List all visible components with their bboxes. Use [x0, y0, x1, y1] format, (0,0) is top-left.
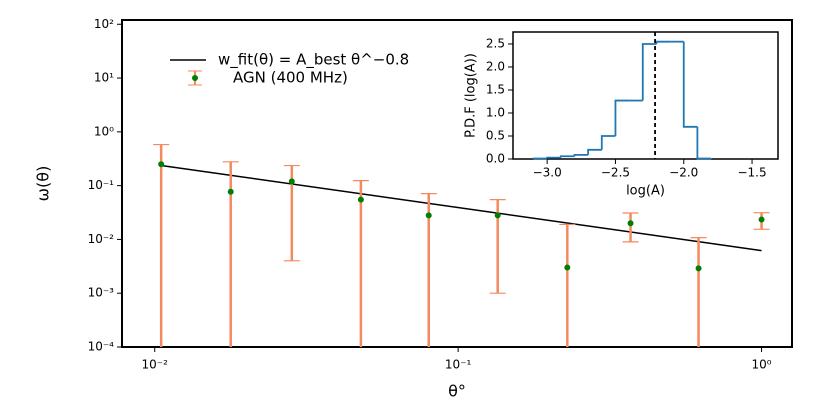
data-point: [758, 216, 765, 223]
x-tick-label: −2.5: [601, 166, 630, 180]
error-bar: [352, 180, 369, 347]
hist-step: [655, 40, 671, 44]
y-tick-label: 10⁻¹: [88, 178, 115, 192]
fit-line: [161, 164, 762, 252]
x-tick-label: −3.0: [533, 166, 562, 180]
plot-frame: [121, 19, 793, 348]
y-tick-label: 10⁻³: [88, 286, 115, 300]
y-tick-label: 2.5: [486, 36, 505, 50]
hist-step: [682, 41, 698, 128]
data-point: [627, 220, 634, 227]
error-bar: [622, 212, 639, 243]
plot-area: [153, 143, 770, 347]
hist-step: [573, 153, 589, 157]
y-tick-label: 10¹: [94, 71, 114, 85]
legend-label: AGN (400 MHz): [233, 69, 348, 87]
y-tick-label: 0.5: [486, 128, 505, 142]
error-bar: [153, 143, 170, 347]
hist-step: [546, 156, 561, 159]
x-tick-label: −1.5: [737, 166, 766, 180]
hist-step: [559, 155, 575, 158]
x-tick-label: 10⁻²: [142, 358, 169, 372]
inset-frame: [512, 31, 779, 160]
x-axis-label: θ°: [448, 382, 466, 401]
y-tick-label: 1.0: [486, 105, 505, 119]
legend-label: w_fit(θ) = A_best θ^−0.8: [218, 51, 409, 70]
data-point: [564, 264, 571, 271]
y-axis-label: P.D.F (log(A)): [464, 53, 479, 138]
hist-step: [696, 126, 712, 160]
data-point: [425, 212, 432, 219]
error-bar: [690, 237, 707, 347]
error-bar: [420, 193, 437, 347]
error-bar: [559, 223, 576, 347]
hist-step: [641, 43, 657, 101]
x-axis-label: log(A): [626, 184, 665, 199]
hist-step: [587, 148, 602, 155]
data-point: [695, 265, 702, 272]
y-axis-label: ω(θ): [34, 166, 53, 202]
data-point: [158, 161, 165, 168]
data-point: [357, 196, 364, 203]
hist-step: [600, 135, 616, 150]
x-tick-label: 10⁻¹: [445, 358, 472, 372]
y-tick-label: 10⁰: [94, 124, 114, 138]
y-tick-label: 10²: [94, 17, 114, 31]
x-tick-label: 10⁰: [752, 358, 772, 372]
data-point: [288, 178, 295, 185]
y-tick-label: 10⁻²: [88, 232, 115, 246]
y-tick-label: 10⁻⁴: [88, 340, 115, 354]
data-point: [227, 188, 234, 195]
hist-step: [614, 99, 630, 136]
legend-marker: [192, 75, 198, 81]
y-tick-label: 1.5: [486, 82, 505, 96]
x-tick-label: −2.0: [669, 166, 698, 180]
data-point: [494, 212, 501, 219]
y-tick-label: 0.0: [486, 152, 505, 166]
y-tick-label: 2.0: [486, 59, 505, 73]
